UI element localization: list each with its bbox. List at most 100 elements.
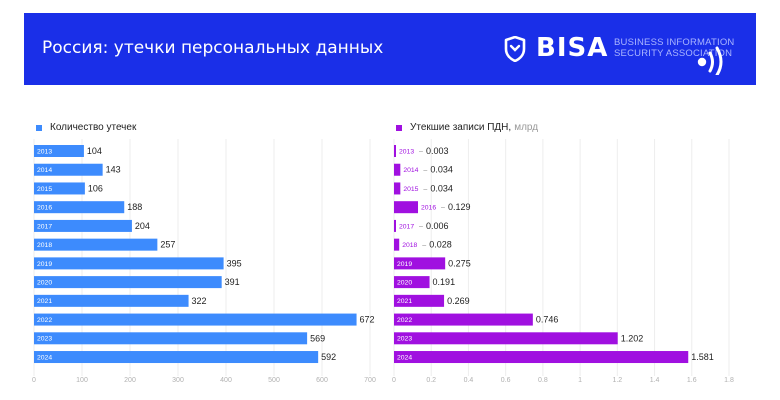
category-label: 2014 xyxy=(37,167,52,174)
logo-subtitle-line2: SECURITY ASSOCIATION xyxy=(614,48,733,59)
x-tick-label: 1 xyxy=(578,377,582,384)
value-label: 0.275 xyxy=(448,258,471,268)
x-tick-label: 1.8 xyxy=(724,377,734,384)
category-label: 2022 xyxy=(397,317,412,324)
legend-swatch xyxy=(396,124,402,131)
category-label: 2014 xyxy=(403,167,418,174)
category-label: 2021 xyxy=(37,298,52,305)
bar xyxy=(394,276,430,289)
value-label: 0.034 xyxy=(430,165,453,175)
category-label: 2017 xyxy=(399,223,414,230)
shield-logo-icon xyxy=(504,36,526,62)
bar xyxy=(34,332,308,345)
bar xyxy=(394,219,396,232)
bar xyxy=(394,294,445,307)
chart-leaks-count: Количество утечек 0 100 200 300 400 500 600 700… xyxy=(28,118,380,388)
legend-label: Количество утечек xyxy=(50,122,137,133)
value-label: 143 xyxy=(106,165,121,175)
value-label: 0.034 xyxy=(430,183,453,193)
category-label: 2016 xyxy=(37,205,52,212)
bar xyxy=(34,276,222,289)
legend-swatch xyxy=(36,124,42,131)
x-tick-label: 1.6 xyxy=(687,377,697,384)
category-label: 2019 xyxy=(37,261,52,268)
value-label: 0.003 xyxy=(426,146,449,156)
value-label: 0.028 xyxy=(429,240,452,250)
category-label: 2013 xyxy=(37,148,52,155)
value-label: 0.191 xyxy=(433,277,456,287)
value-label: 0.746 xyxy=(536,315,559,325)
bar xyxy=(394,201,419,214)
x-tick-label: 600 xyxy=(316,377,328,384)
bar xyxy=(34,163,103,176)
bar xyxy=(34,219,132,232)
value-label: 1.581 xyxy=(691,352,714,362)
x-tick-label: 0.2 xyxy=(426,377,436,384)
logo-text: BISA xyxy=(536,33,609,63)
x-tick-label: 0 xyxy=(392,377,396,384)
x-tick-label: 0.6 xyxy=(501,377,511,384)
chart-legend: Количество утечек xyxy=(36,122,136,133)
value-label: 188 xyxy=(127,202,142,212)
value-connector: – xyxy=(423,186,427,193)
logo-subtitle-line1: BUSINESS INFORMATION xyxy=(614,37,735,48)
bar xyxy=(394,145,396,157)
value-label: 0.129 xyxy=(448,202,471,212)
value-connector: – xyxy=(419,223,423,230)
bar xyxy=(394,182,401,195)
x-tick-label: 1.4 xyxy=(650,377,660,384)
value-label: 391 xyxy=(225,277,240,287)
sound-waves-icon[interactable] xyxy=(696,45,732,75)
bar xyxy=(34,294,189,307)
value-label: 569 xyxy=(310,333,325,343)
bar xyxy=(394,332,618,345)
category-label: 2018 xyxy=(37,242,52,249)
value-connector: – xyxy=(419,148,423,155)
bar xyxy=(394,257,446,270)
x-tick-label: 100 xyxy=(76,377,88,384)
x-tick-label: 500 xyxy=(268,377,280,384)
value-label: 257 xyxy=(160,240,175,250)
category-label: 2018 xyxy=(402,242,417,249)
bar xyxy=(34,201,125,214)
chart-leaked-records: Утекшие записи ПДН, млрд 0 0.2 0.4 0.6 0.8 1 1… xyxy=(388,118,740,388)
bar xyxy=(34,351,319,364)
x-tick-label: 300 xyxy=(172,377,184,384)
category-label: 2015 xyxy=(37,186,52,193)
category-label: 2020 xyxy=(37,280,52,287)
x-tick-label: 0 xyxy=(32,377,36,384)
value-label: 104 xyxy=(87,146,102,156)
value-label: 395 xyxy=(227,258,242,268)
bar xyxy=(34,313,357,326)
value-label: 322 xyxy=(192,296,207,306)
x-tick-label: 0.4 xyxy=(464,377,474,384)
category-label: 2024 xyxy=(37,354,52,361)
value-label: 106 xyxy=(88,183,103,193)
bar xyxy=(34,238,158,251)
legend-unit: млрд xyxy=(514,122,539,133)
chart-legend: Утекшие записи ПДН, млрд xyxy=(396,122,538,133)
category-label: 2021 xyxy=(397,298,412,305)
x-tick-label: 200 xyxy=(124,377,136,384)
category-label: 2020 xyxy=(397,280,412,287)
value-connector: – xyxy=(441,205,445,212)
x-tick-label: 400 xyxy=(220,377,232,384)
page-title: Россия: утечки персональных данных xyxy=(42,38,384,58)
value-connector: – xyxy=(423,167,427,174)
value-label: 672 xyxy=(360,315,375,325)
bar xyxy=(394,238,400,251)
legend-label: Утекшие записи ПДН, xyxy=(410,122,512,133)
category-label: 2013 xyxy=(399,148,414,155)
category-label: 2016 xyxy=(421,205,436,212)
logo-subtitle: BUSINESS INFORMATION SECURITY ASSOCIATIO… xyxy=(614,37,754,59)
value-label: 1.202 xyxy=(621,333,644,343)
category-label: 2023 xyxy=(37,336,52,343)
category-label: 2017 xyxy=(37,223,52,230)
bar xyxy=(34,145,84,157)
header-banner: Россия: утечки персональных данных BISA … xyxy=(24,13,756,85)
bar xyxy=(394,163,401,176)
value-label: 204 xyxy=(135,221,150,231)
category-label: 2015 xyxy=(403,186,418,193)
bar xyxy=(394,351,689,364)
value-label: 0.269 xyxy=(447,296,470,306)
